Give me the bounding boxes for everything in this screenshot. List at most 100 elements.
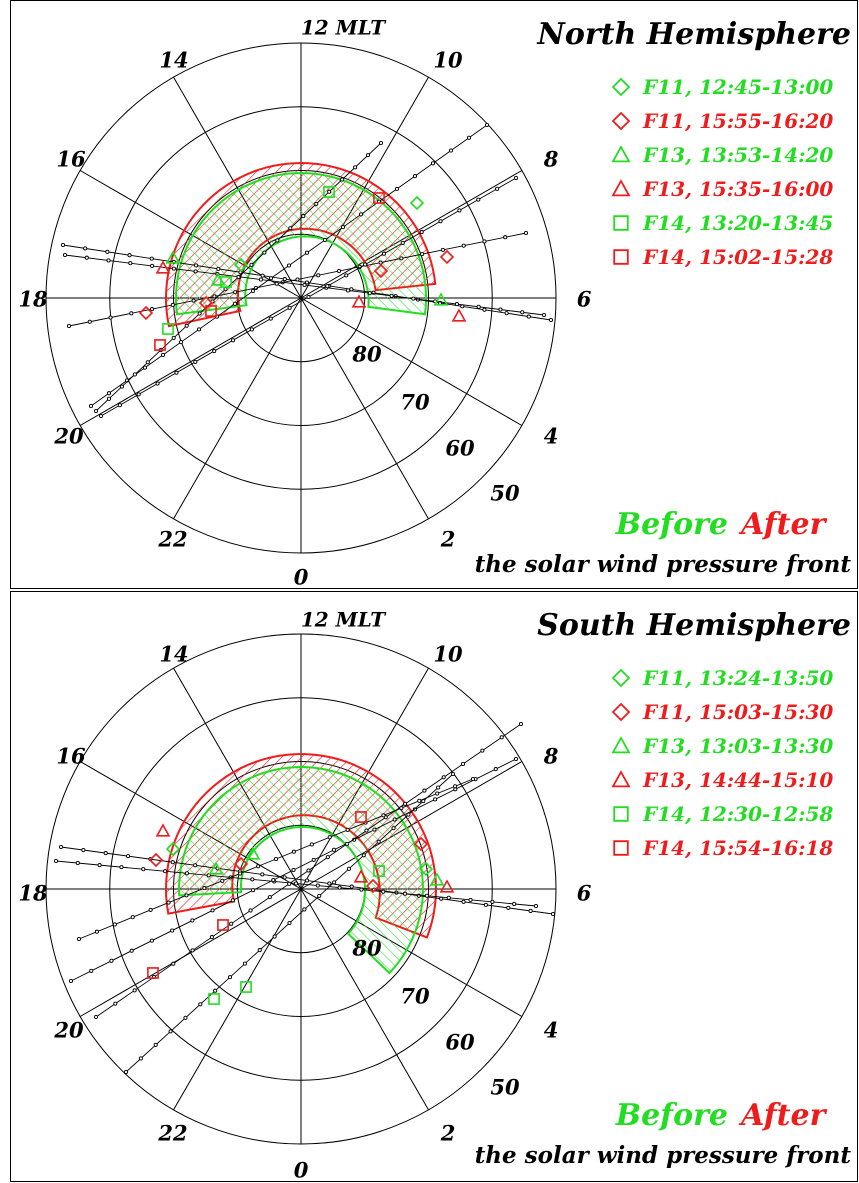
before-label: Before — [615, 507, 728, 542]
mlt-label-20: 20 — [53, 424, 84, 449]
boundary-marker-square — [208, 993, 220, 1005]
mlt-label-14: 14 — [159, 642, 188, 667]
track-point — [198, 1002, 203, 1007]
mlt-spoke — [300, 888, 429, 1111]
track-point — [495, 186, 500, 191]
track-point — [60, 242, 66, 248]
track-point — [411, 296, 416, 301]
track-point — [128, 261, 133, 266]
track-point — [466, 135, 472, 140]
track-point — [108, 315, 113, 320]
south-hemisphere-panel: 0 2 4 6 8 10 12 MLT 14 16 18 20 22 80 70 60 50 South Hem… — [10, 591, 858, 1183]
track-point — [306, 294, 311, 300]
hemisphere-title: South Hemisphere — [537, 608, 851, 643]
track-point — [361, 853, 366, 858]
track-point — [212, 294, 217, 299]
track-point — [433, 797, 438, 802]
track-point — [209, 935, 214, 940]
mlt-label-22: 22 — [157, 527, 187, 552]
boundary-marker-diamond — [233, 257, 249, 273]
track-point — [337, 885, 342, 890]
track-point — [66, 323, 72, 329]
track-point — [168, 1029, 173, 1034]
track-point — [271, 878, 276, 883]
mlt-label-6: 6 — [577, 881, 592, 906]
track-point — [345, 841, 350, 846]
track-point — [420, 252, 425, 257]
track-point — [391, 826, 396, 831]
track-point — [457, 208, 462, 213]
latitude-label: 50 — [490, 1075, 520, 1100]
track-point — [184, 871, 189, 876]
track-point — [345, 288, 351, 293]
track-point — [482, 239, 487, 244]
track-point — [332, 880, 337, 885]
track-point — [365, 153, 371, 158]
boundary-marker-diamond — [418, 861, 434, 877]
boundary-marker-triangle — [165, 250, 181, 264]
latitude-label: 50 — [490, 481, 520, 506]
before-oval-region — [177, 765, 424, 975]
track-point — [513, 756, 519, 762]
track-point — [170, 928, 175, 933]
mlt-label-10: 10 — [433, 642, 463, 667]
boundary-marker-square — [355, 811, 367, 823]
track-point — [190, 948, 195, 953]
track-point — [291, 849, 296, 854]
track-point — [238, 871, 243, 876]
track-point — [311, 857, 316, 862]
track-point — [260, 273, 265, 278]
boundary-marker-square — [205, 305, 217, 317]
track-point — [202, 886, 207, 891]
track-point — [336, 268, 342, 274]
boundary-marker-triangle — [353, 869, 369, 883]
boundary-marker-triangle — [433, 292, 449, 306]
track-point — [93, 1014, 99, 1020]
track-point — [322, 237, 328, 243]
boundary-marker-triangle — [245, 846, 261, 860]
track-point — [304, 280, 310, 285]
boundary-marker-diamond — [165, 841, 181, 857]
boundary-marker-triangle — [439, 879, 455, 893]
track-point — [170, 302, 175, 307]
mlt-label-0: 0 — [294, 1158, 309, 1183]
track-point — [412, 174, 418, 179]
boundary-marker-triangle — [351, 294, 367, 308]
track-point — [94, 929, 99, 934]
mlt-spoke — [300, 888, 523, 1017]
track-point — [293, 881, 299, 886]
mlt-label-16: 16 — [56, 147, 86, 172]
track-point — [400, 240, 405, 245]
mlt-label-18: 18 — [18, 881, 48, 906]
track-point — [430, 161, 436, 166]
hemisphere-title: North Hemisphere — [536, 17, 851, 52]
track-point — [504, 311, 509, 316]
mlt-label-12: 12 MLT — [301, 16, 387, 40]
legend-label: F13, 15:35-16:00 — [642, 177, 833, 201]
legend-marker-square — [613, 215, 629, 231]
track-point — [193, 359, 198, 364]
track-point — [170, 860, 175, 865]
mlt-label-12: 12 MLT — [301, 608, 387, 632]
mlt-spoke — [300, 297, 523, 426]
track-point — [258, 277, 264, 282]
legend-marker-square — [613, 840, 629, 856]
track-point — [482, 307, 487, 312]
track-point — [136, 392, 141, 397]
track-point — [325, 855, 330, 860]
track-point — [484, 122, 490, 128]
track-point — [257, 948, 262, 953]
boundary-marker-diamond — [413, 836, 429, 852]
track-point — [315, 883, 320, 888]
track-point — [84, 255, 89, 260]
mlt-spoke — [79, 297, 302, 426]
legend-marker-triangle — [611, 736, 631, 754]
track-point — [399, 256, 404, 261]
track-point — [184, 323, 189, 328]
track-point — [75, 860, 80, 866]
legend-marker-diamond — [611, 702, 631, 722]
track-point — [141, 867, 146, 872]
track-point — [381, 813, 386, 818]
track-point — [132, 372, 137, 377]
track-point — [476, 304, 481, 309]
